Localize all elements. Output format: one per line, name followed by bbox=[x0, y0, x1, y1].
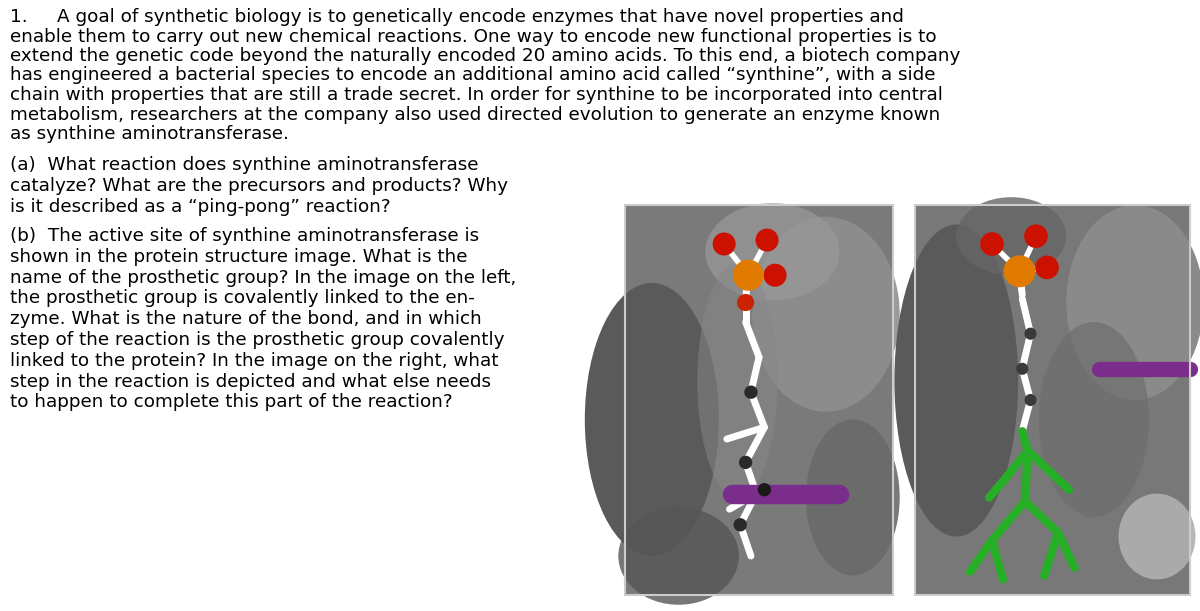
Text: chain with properties that are still a trade secret. In order for synthine to be: chain with properties that are still a t… bbox=[10, 86, 943, 104]
Bar bbox=[916, 205, 1190, 595]
Bar bbox=[625, 205, 893, 595]
Text: (a)  What reaction does synthine aminotransferase
catalyze? What are the precurs: (a) What reaction does synthine aminotra… bbox=[10, 156, 508, 216]
Ellipse shape bbox=[618, 507, 739, 605]
Ellipse shape bbox=[894, 224, 1018, 536]
Circle shape bbox=[756, 229, 779, 252]
Ellipse shape bbox=[1067, 205, 1200, 400]
Circle shape bbox=[1024, 224, 1048, 248]
Circle shape bbox=[737, 294, 754, 311]
Ellipse shape bbox=[752, 217, 900, 412]
Text: (b)  The active site of synthine aminotransferase is
shown in the protein struct: (b) The active site of synthine aminotra… bbox=[10, 227, 516, 411]
Circle shape bbox=[1036, 255, 1058, 279]
Circle shape bbox=[739, 456, 752, 469]
Text: has engineered a bacterial species to encode an additional amino acid called “sy: has engineered a bacterial species to en… bbox=[10, 67, 936, 84]
Circle shape bbox=[1025, 394, 1037, 406]
Circle shape bbox=[1025, 327, 1037, 340]
Circle shape bbox=[733, 518, 746, 532]
Text: as synthine aminotransferase.: as synthine aminotransferase. bbox=[10, 125, 289, 143]
Ellipse shape bbox=[584, 283, 719, 556]
Circle shape bbox=[733, 260, 764, 291]
Bar bbox=[625, 205, 893, 595]
Ellipse shape bbox=[706, 203, 840, 301]
Circle shape bbox=[744, 386, 757, 399]
Text: extend the genetic code beyond the naturally encoded 20 amino acids. To this end: extend the genetic code beyond the natur… bbox=[10, 47, 960, 65]
Text: 1.: 1. bbox=[10, 8, 28, 26]
Circle shape bbox=[763, 264, 787, 287]
Ellipse shape bbox=[1039, 322, 1148, 517]
Ellipse shape bbox=[956, 197, 1067, 275]
Circle shape bbox=[980, 232, 1004, 256]
Ellipse shape bbox=[1118, 494, 1195, 579]
Text: enable them to carry out new chemical reactions. One way to encode new functiona: enable them to carry out new chemical re… bbox=[10, 27, 937, 45]
Circle shape bbox=[757, 483, 772, 496]
Circle shape bbox=[713, 232, 736, 255]
Ellipse shape bbox=[697, 263, 778, 497]
Circle shape bbox=[1016, 363, 1028, 375]
Circle shape bbox=[1003, 255, 1036, 287]
Ellipse shape bbox=[806, 420, 900, 576]
Text: metabolism, researchers at the company also used directed evolution to generate : metabolism, researchers at the company a… bbox=[10, 106, 941, 123]
Text: A goal of synthetic biology is to genetically encode enzymes that have novel pro: A goal of synthetic biology is to geneti… bbox=[10, 8, 904, 26]
Bar bbox=[916, 205, 1190, 595]
